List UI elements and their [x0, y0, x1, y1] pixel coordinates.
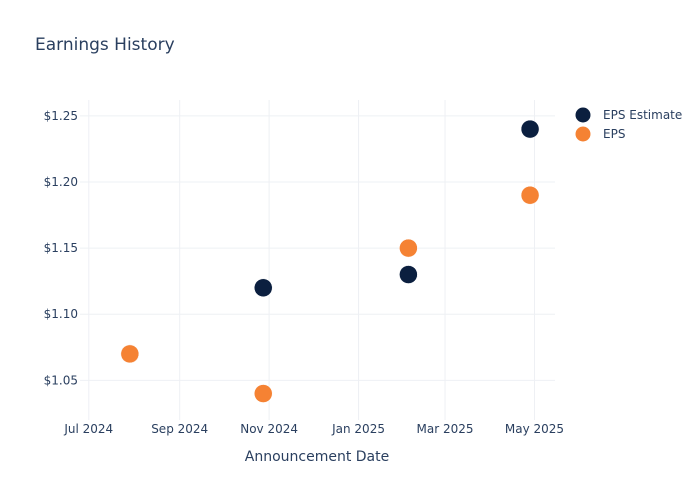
- x-tick-label: Mar 2025: [417, 422, 474, 436]
- y-tick-label: $1.10: [44, 307, 78, 321]
- x-tick-label: Jul 2024: [63, 422, 113, 436]
- chart-title: Earnings History: [35, 35, 175, 55]
- x-tick-label: Sep 2024: [151, 422, 208, 436]
- x-tick-label: May 2025: [505, 422, 564, 436]
- x-tick-label: Jan 2025: [331, 422, 385, 436]
- eps-point[interactable]: [120, 344, 140, 364]
- y-tick-label: $1.20: [44, 175, 78, 189]
- eps-point[interactable]: [520, 185, 540, 205]
- data-points: [120, 119, 540, 403]
- x-tick-label: Nov 2024: [240, 422, 298, 436]
- legend[interactable]: EPS Estimate EPS: [575, 107, 683, 142]
- eps-point[interactable]: [399, 238, 418, 258]
- eps-point[interactable]: [254, 384, 273, 403]
- y-tick-label: $1.05: [44, 373, 78, 387]
- eps-estimate-point[interactable]: [520, 119, 540, 139]
- legend-label-eps-estimate[interactable]: EPS Estimate: [603, 108, 682, 122]
- legend-marker-eps[interactable]: [575, 126, 591, 142]
- x-axis-title: Announcement Date: [245, 449, 389, 465]
- grid: [80, 100, 555, 420]
- y-tick-label: $1.15: [44, 241, 78, 255]
- axis-ticks: Jul 2024 Sep 2024 Nov 2024 Jan 2025 Mar 2025…: [44, 109, 564, 436]
- eps-estimate-point[interactable]: [399, 265, 418, 284]
- y-tick-label: $1.25: [44, 109, 78, 123]
- legend-label-eps[interactable]: EPS: [603, 127, 625, 141]
- eps-estimate-point[interactable]: [254, 278, 273, 298]
- legend-marker-eps-estimate[interactable]: [575, 107, 591, 123]
